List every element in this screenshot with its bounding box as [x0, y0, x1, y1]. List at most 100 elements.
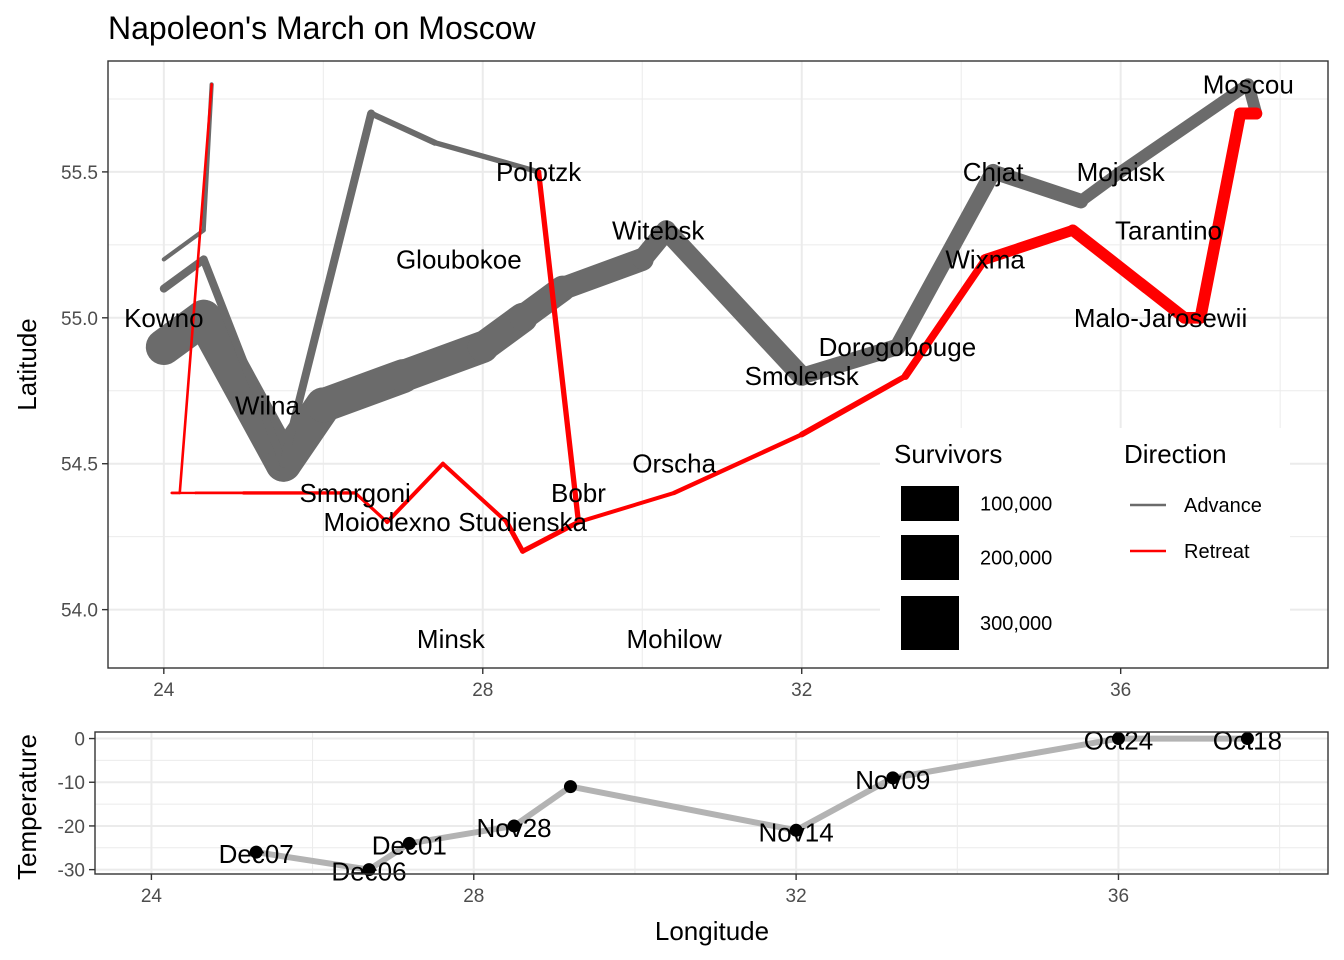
city-label: Minsk	[417, 624, 486, 654]
city-label: Mojaisk	[1077, 157, 1166, 187]
temperature-plot-background	[95, 732, 1328, 874]
temperature-date-label: Dec06	[331, 857, 406, 887]
city-label: Orscha	[632, 449, 716, 479]
city-label: Kowno	[124, 303, 204, 333]
temperature-x-ticks: 24 28 32 36	[141, 874, 1129, 907]
temp-x-tick-label: 32	[786, 886, 807, 907]
troop-segment-advance	[432, 140, 542, 175]
temperature-point	[402, 836, 416, 850]
city-label: Polotzk	[496, 157, 582, 187]
troop-segment-retreat	[979, 224, 1079, 265]
latitude-axis-title: Latitude	[12, 318, 42, 411]
troop-paths	[145, 78, 1263, 554]
chart-title: Napoleon's March on Moscow	[108, 10, 537, 46]
legend-direction-label: Retreat	[1184, 541, 1250, 563]
temperature-point	[1111, 732, 1125, 746]
longitude-axis-title: Longitude	[655, 916, 769, 946]
legend-survivors-title: Survivors	[894, 439, 1002, 469]
city-label: Moiodexno	[323, 507, 450, 537]
temperature-date-label: Oct24	[1084, 726, 1153, 756]
city-label: Gloubokoe	[396, 244, 522, 274]
map-x-tick-label: 28	[472, 680, 493, 701]
temp-y-tick-label: -30	[58, 861, 85, 882]
troop-segment-retreat	[504, 519, 526, 554]
temp-x-tick-label: 36	[1108, 886, 1129, 907]
temp-y-tick-label: -20	[58, 817, 85, 838]
troop-segment-advance	[656, 220, 812, 386]
city-label: Studienska	[458, 507, 587, 537]
temperature-point	[1240, 732, 1254, 746]
map-y-tick-label: 55.5	[61, 163, 98, 184]
troop-segment-advance	[551, 247, 654, 301]
city-label: Dorogobouge	[819, 332, 977, 362]
city-label: Wixma	[945, 244, 1025, 274]
city-label: Smolensk	[745, 361, 860, 391]
legend-direction-label: Advance	[1184, 495, 1262, 517]
temp-x-tick-label: 28	[463, 886, 484, 907]
city-label: Smorgoni	[300, 478, 411, 508]
map-x-tick-label: 24	[153, 680, 175, 701]
troop-segment-retreat	[901, 255, 989, 380]
troop-segment-advance	[161, 228, 206, 262]
temperature-axis-title: Temperature	[12, 734, 42, 880]
troop-segment-retreat	[671, 432, 804, 496]
temperature-date-label: Nov09	[855, 765, 930, 795]
troop-segment-advance	[1074, 165, 1127, 208]
troop-segment-advance	[985, 164, 1089, 209]
temperature-point	[362, 863, 376, 877]
temp-x-tick-label: 24	[141, 886, 163, 907]
troop-segment-retreat	[385, 461, 445, 525]
temperature-date-label: Dec01	[372, 830, 447, 860]
troop-segment-retreat	[1067, 224, 1191, 324]
city-label: Mohilow	[626, 624, 722, 654]
temperature-point	[563, 780, 577, 794]
city-label: Moscou	[1203, 69, 1294, 99]
map-x-tick-label: 36	[1110, 680, 1131, 701]
city-label: Wilna	[235, 390, 301, 420]
troop-segment-retreat	[1194, 107, 1247, 324]
temp-y-tick-label: 0	[74, 730, 85, 751]
temperature-date-label: Nov14	[759, 817, 834, 847]
map-y-ticks: 54.0 54.5 55.0 55.5	[61, 163, 108, 622]
temperature-point	[886, 771, 900, 785]
troop-segment-advance	[889, 163, 1002, 355]
temp-y-tick-label: -10	[58, 773, 85, 794]
legend-survivors-label: 200,000	[980, 548, 1052, 570]
legend-survivors-items: 100,000 200,000 300,000	[901, 486, 1052, 650]
troop-segment-advance	[1114, 78, 1255, 178]
troop-segment-retreat	[353, 491, 389, 524]
troop-segment-advance	[368, 110, 438, 146]
temperature-point	[789, 823, 803, 837]
city-label: Malo-Jarosewii	[1074, 303, 1247, 333]
temperature-date-label: Nov28	[476, 813, 551, 843]
legend-survivors-label: 100,000	[980, 494, 1052, 516]
city-label: Bobr	[551, 478, 606, 508]
temperature-date-label: Dec07	[219, 839, 294, 869]
troop-segment-retreat	[178, 83, 213, 495]
legend-survivors-label: 300,000	[980, 613, 1052, 635]
legend: Survivors 100,000 200,000 300,000 Directio…	[880, 428, 1290, 673]
legend-survivors-key	[901, 596, 959, 650]
temperature-date-label: Oct18	[1213, 726, 1282, 756]
troop-segment-retreat	[798, 373, 909, 438]
map-panel-border	[107, 60, 1329, 669]
troop-segment-retreat	[440, 461, 509, 525]
temperature-points	[249, 732, 1254, 877]
map-x-ticks: 24 28 32 36	[153, 668, 1131, 701]
troop-segment-advance	[793, 338, 906, 385]
legend-survivors-key	[901, 535, 959, 580]
temperature-point	[249, 845, 263, 859]
map-y-tick-label: 54.0	[61, 601, 98, 622]
city-label: Witebsk	[612, 215, 705, 245]
temperature-gridlines	[95, 732, 1328, 874]
city-label: Chjat	[963, 157, 1024, 187]
legend-survivors-key	[901, 486, 959, 521]
map-y-tick-label: 54.5	[61, 455, 98, 476]
troop-segment-retreat	[576, 490, 677, 525]
city-label: Tarantino	[1115, 215, 1222, 245]
troop-segment-advance	[199, 255, 288, 468]
